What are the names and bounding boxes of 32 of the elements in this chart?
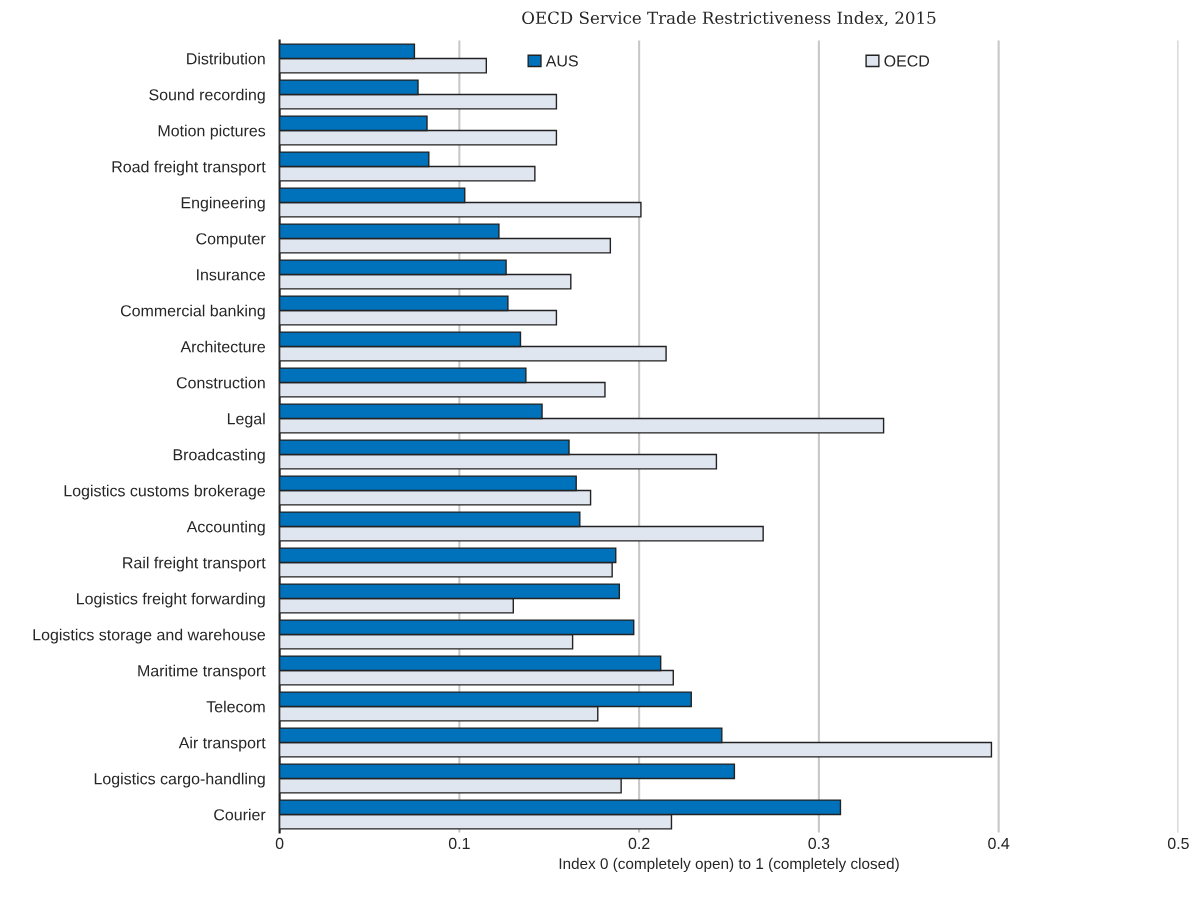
y-tick-label: Architecture: [180, 340, 266, 353]
x-axis-title: Index 0 (completely open) to 1 (completely closed): [559, 857, 899, 873]
y-tick-label: Accounting: [186, 520, 265, 536]
y-tick-label: Sound recording: [149, 88, 265, 104]
y-tick-label: Logistics customs brokerage: [64, 484, 266, 500]
y-tick-label: Air transport: [178, 736, 266, 752]
y-tick-label: Construction: [176, 376, 265, 389]
legend-label: OECD: [884, 55, 930, 67]
x-tick-label: 0.3: [808, 837, 830, 850]
x-tick-label: 0.1: [448, 837, 470, 850]
y-tick-label: Logistics cargo-handling: [94, 772, 265, 788]
y-tick-label: Road freight transport: [112, 160, 266, 176]
legend-label: AUS: [545, 55, 578, 67]
y-tick-label: Motion pictures: [158, 124, 266, 140]
y-tick-label: Maritime transport: [138, 664, 266, 680]
x-tick-label: 0: [275, 837, 284, 850]
y-tick-label: Commercial banking: [120, 304, 265, 320]
y-tick-label: Logistics freight forwarding: [77, 592, 265, 608]
y-tick-label: Insurance: [197, 269, 266, 281]
y-tick-label: Broadcasting: [173, 448, 265, 464]
y-tick-label: Computer: [196, 233, 266, 248]
y-tick-label: Telecom: [206, 700, 265, 713]
chart-subtitle: OECD Service Trade Restrictiveness Index, 2015: [522, 11, 936, 27]
x-tick-label: 0.2: [628, 837, 650, 850]
y-tick-label: Logistics storage and warehouse: [33, 628, 266, 644]
x-tick-label: 0.5: [1167, 837, 1189, 850]
y-tick-label: Legal: [227, 412, 265, 428]
y-tick-label: Courier: [214, 808, 266, 821]
y-tick-label: Distribution: [187, 52, 265, 65]
y-tick-label: Engineering: [181, 196, 265, 212]
y-tick-label: Rail freight transport: [123, 556, 266, 572]
x-tick-label: 0.4: [988, 837, 1010, 850]
